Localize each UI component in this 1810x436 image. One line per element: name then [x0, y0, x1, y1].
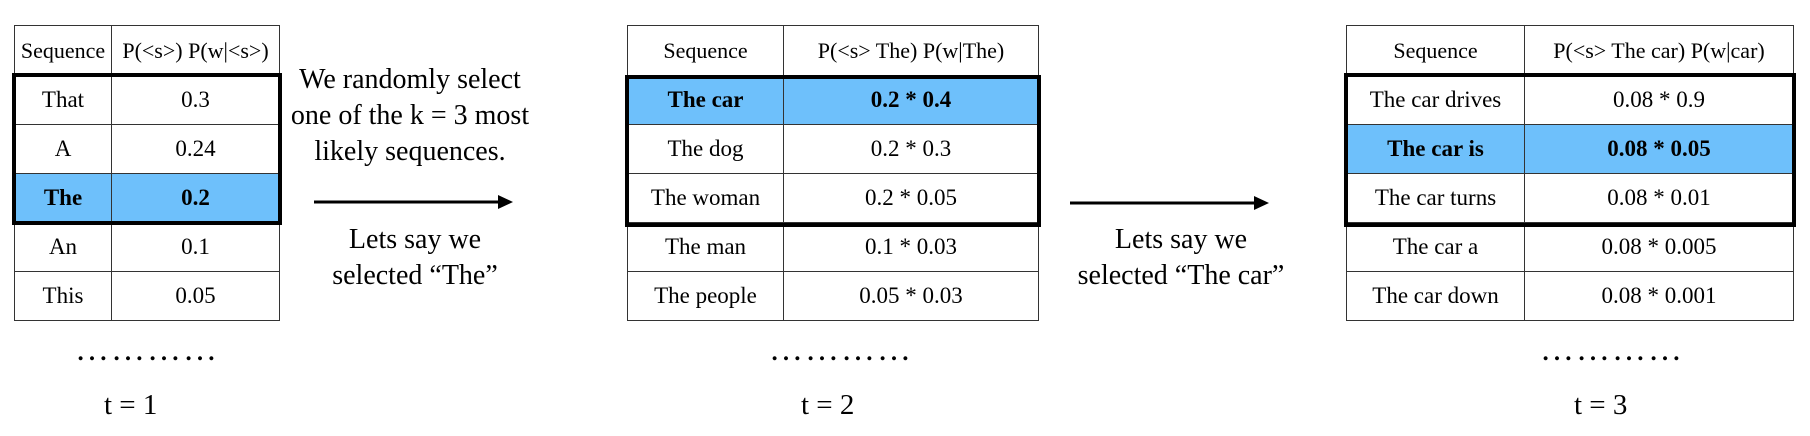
caption-line: Lets say we: [348, 224, 482, 255]
table-row: This 0.05: [14, 271, 280, 321]
continuation-dots: …………: [1540, 331, 1684, 368]
table-t1: Sequence P(<s>) P(w|<s>) That 0.3 A 0.24…: [14, 25, 280, 321]
table-row: The car turns 0.08 * 0.01: [1346, 173, 1794, 223]
sequence-cell: The: [14, 173, 112, 223]
table-row: The woman 0.2 * 0.05: [627, 173, 1039, 223]
selection-result-caption: Lets say we selected “The”: [300, 222, 530, 294]
sequence-cell: The car turns: [1346, 173, 1525, 223]
table-header: Sequence P(<s> The car) P(w|car): [1346, 25, 1794, 76]
caption-line: selected “The car”: [1077, 260, 1285, 291]
caption-line: one of the k = 3 most: [290, 100, 530, 131]
probability-cell: 0.08 * 0.01: [1524, 173, 1794, 223]
table-header: Sequence P(<s> The) P(w|The): [627, 25, 1039, 76]
sequence-cell: The car: [627, 75, 784, 125]
probability-cell: 0.1: [111, 222, 280, 272]
table-row: The car drives 0.08 * 0.9: [1346, 75, 1794, 125]
probability-cell: 0.05 * 0.03: [783, 271, 1039, 321]
time-step-label: t = 2: [801, 389, 855, 421]
table-row: A 0.24: [14, 124, 280, 174]
table-row: The man 0.1 * 0.03: [627, 222, 1039, 272]
table-row-selected: The 0.2: [14, 173, 280, 223]
probability-cell: 0.2 * 0.4: [783, 75, 1039, 125]
probability-cell: 0.08 * 0.05: [1524, 124, 1794, 174]
probability-cell: 0.24: [111, 124, 280, 174]
table-t2: Sequence P(<s> The) P(w|The) The car 0.2…: [627, 25, 1039, 321]
sequence-cell: An: [14, 222, 112, 272]
sequence-cell: The dog: [627, 124, 784, 174]
caption-line: Lets say we: [1114, 224, 1248, 255]
sequence-cell: The car drives: [1346, 75, 1525, 125]
probability-cell: 0.3: [111, 75, 280, 125]
probability-cell: 0.08 * 0.9: [1524, 75, 1794, 125]
probability-cell: 0.08 * 0.005: [1524, 222, 1794, 272]
header-probability: P(<s> The car) P(w|car): [1524, 25, 1794, 76]
table-t3: Sequence P(<s> The car) P(w|car) The car…: [1346, 25, 1794, 321]
caption-line: selected “The”: [332, 260, 498, 291]
caption-line: likely sequences.: [314, 136, 506, 167]
sequence-cell: A: [14, 124, 112, 174]
time-step-label: t = 3: [1574, 389, 1628, 421]
probability-cell: 0.05: [111, 271, 280, 321]
sequence-cell: That: [14, 75, 112, 125]
header-probability: P(<s>) P(w|<s>): [111, 25, 280, 76]
sequence-cell: This: [14, 271, 112, 321]
right-arrow-icon: [1070, 196, 1269, 210]
table-row: The dog 0.2 * 0.3: [627, 124, 1039, 174]
sequence-cell: The woman: [627, 173, 784, 223]
header-sequence: Sequence: [627, 25, 784, 76]
sequence-cell: The car a: [1346, 222, 1525, 272]
table-row: The car down 0.08 * 0.001: [1346, 271, 1794, 321]
table-row: The car a 0.08 * 0.005: [1346, 222, 1794, 272]
sequence-cell: The people: [627, 271, 784, 321]
continuation-dots: …………: [75, 331, 219, 368]
time-step-label: t = 1: [104, 389, 158, 421]
probability-cell: 0.2 * 0.05: [783, 173, 1039, 223]
header-probability: P(<s> The) P(w|The): [783, 25, 1039, 76]
selection-explanation: We randomly select one of the k = 3 most…: [285, 62, 535, 170]
header-sequence: Sequence: [1346, 25, 1525, 76]
caption-line: We randomly select: [299, 64, 521, 95]
header-sequence: Sequence: [14, 25, 112, 76]
sequence-cell: The car down: [1346, 271, 1525, 321]
table-header: Sequence P(<s>) P(w|<s>): [14, 25, 280, 76]
sequence-cell: The car is: [1346, 124, 1525, 174]
probability-cell: 0.1 * 0.03: [783, 222, 1039, 272]
table-row: The people 0.05 * 0.03: [627, 271, 1039, 321]
probability-cell: 0.2: [111, 173, 280, 223]
right-arrow-icon: [314, 195, 513, 209]
table-row: An 0.1: [14, 222, 280, 272]
probability-cell: 0.2 * 0.3: [783, 124, 1039, 174]
table-row: That 0.3: [14, 75, 280, 125]
continuation-dots: …………: [769, 331, 913, 368]
sequence-cell: The man: [627, 222, 784, 272]
probability-cell: 0.08 * 0.001: [1524, 271, 1794, 321]
table-row-selected: The car is 0.08 * 0.05: [1346, 124, 1794, 174]
selection-result-caption: Lets say we selected “The car”: [1046, 222, 1316, 294]
table-row-selected: The car 0.2 * 0.4: [627, 75, 1039, 125]
